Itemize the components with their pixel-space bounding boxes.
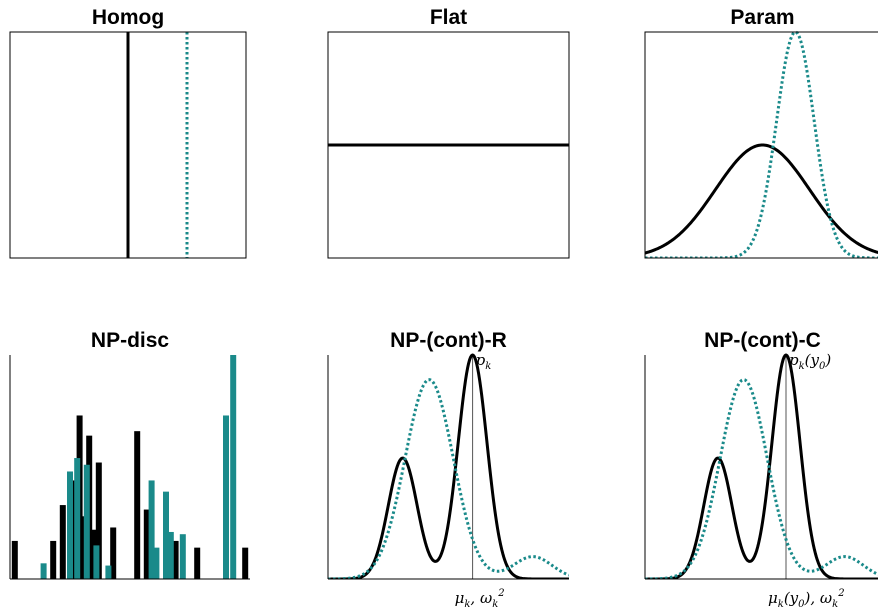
bar-teal-11 (223, 415, 229, 579)
bar-teal-8 (163, 491, 169, 579)
panel-title: Homog (92, 6, 164, 29)
label-omega-sub: k (492, 599, 498, 610)
label-omega-sup: 2 (837, 588, 844, 599)
marker-axis-label: μk(y0), ωk2 (768, 588, 845, 610)
label-p: p (476, 351, 486, 369)
panel-3: Param (644, 6, 878, 259)
series-solid (645, 143, 878, 255)
bar-black-13 (194, 547, 201, 579)
bar-teal-6 (148, 480, 155, 579)
label-sub: k (485, 361, 491, 372)
label-mu-sub: k (778, 599, 784, 610)
label-mu: μ (768, 589, 778, 607)
panel-4: NP-disc (9, 329, 250, 580)
bar-black-9 (110, 527, 117, 579)
plot-area (126, 32, 189, 258)
bar-teal-0 (40, 563, 47, 579)
panel-title: Param (730, 6, 794, 29)
panel-6: NP-(cont)-Cpk(y0)μk(y0), ωk2 (644, 329, 878, 610)
bar-black-2 (59, 505, 66, 579)
label-sub: k (799, 361, 805, 372)
axes-frame (9, 31, 247, 259)
marker-top-label: pk (476, 351, 492, 372)
panel-title: Flat (430, 6, 467, 29)
bar-black-0 (11, 540, 18, 579)
plot-area (328, 353, 569, 579)
plot-area (11, 355, 249, 579)
axes-frame (644, 31, 878, 259)
bar-black-10 (134, 431, 141, 579)
label-p: p (789, 351, 799, 369)
label-suffix: (y (805, 351, 820, 369)
bar-teal-5 (105, 565, 112, 579)
axes-frame (327, 31, 570, 259)
bar-teal-1 (67, 471, 73, 579)
panel-title: NP-(cont)-R (390, 329, 507, 352)
marker-axis-label: μk, ωk2 (455, 588, 505, 610)
bar-black-11 (143, 509, 150, 579)
bar-black-8 (95, 462, 102, 579)
label-omega: ω (480, 589, 492, 607)
label-mid: (y (784, 589, 799, 607)
bar-black-14 (242, 547, 249, 579)
bar-teal-10 (179, 534, 186, 579)
series-dotted (328, 378, 569, 579)
bar-black-1 (50, 540, 57, 579)
bar-teal-7 (153, 547, 160, 579)
label-close: ) (824, 351, 831, 369)
bar-teal-2 (74, 458, 81, 579)
label-omega-sup: 2 (497, 588, 504, 599)
bar-black-12 (172, 540, 179, 579)
series-solid (328, 353, 569, 579)
bar-teal-12 (230, 355, 237, 579)
bar-teal-9 (167, 531, 174, 579)
panel-title: NP-(cont)-C (704, 329, 821, 352)
label-close2: ), ω (804, 589, 833, 607)
label-sub2: 0 (819, 361, 826, 372)
label-mu-sub: k (464, 599, 470, 610)
label-comma: , (470, 589, 480, 607)
plot-area (645, 353, 878, 579)
plot-area (645, 30, 878, 258)
bar-teal-3 (83, 464, 90, 579)
label-mid-sub: 0 (798, 599, 805, 610)
series-solid (645, 353, 878, 579)
panel-2: Flat (327, 6, 570, 259)
label-omega-sub: k (832, 599, 838, 610)
marker-top-label: pk(y0) (789, 351, 831, 372)
panel-1: Homog (9, 6, 247, 259)
series-dotted (645, 378, 878, 579)
panel-title: NP-disc (91, 329, 170, 352)
label-mu: μ (455, 589, 465, 607)
bar-teal-4 (93, 545, 100, 579)
